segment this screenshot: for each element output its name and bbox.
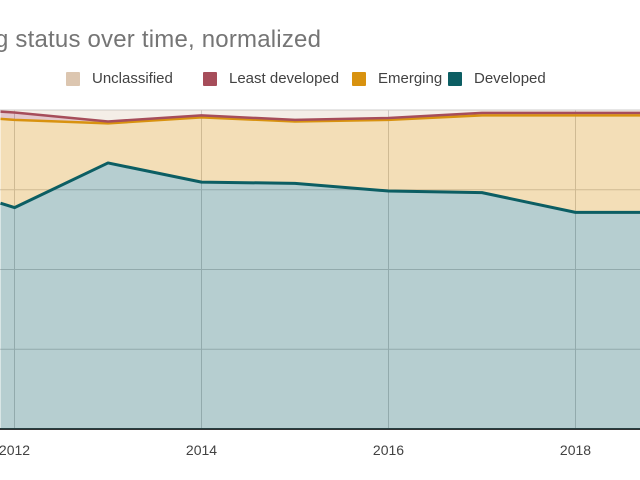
chart-title: g status over time, normalized: [0, 26, 322, 53]
legend-label: Unclassified: [92, 70, 173, 87]
legend-label: Emerging: [378, 70, 443, 87]
x-axis-label-2012: 2012: [0, 442, 30, 458]
legend-swatch-unclassified-icon: [66, 72, 80, 86]
legend-label: Least developed: [229, 70, 340, 87]
line-least-developed: [0, 110, 640, 123]
legend-item-least-developed: Least developed: [203, 71, 339, 87]
area-emerging[interactable]: [0, 115, 640, 213]
x-axis-label-2014: 2014: [186, 442, 217, 458]
chart-legend: Unclassified Least developed Emerging De…: [0, 71, 640, 87]
legend-swatch-least-developed-icon: [203, 72, 217, 86]
legend-item-developed: Developed: [448, 71, 546, 87]
legend-swatch-developed-icon: [448, 72, 462, 86]
chart-title-container: g status over time, normalized: [0, 26, 640, 62]
legend-item-unclassified: Unclassified: [66, 71, 173, 87]
line-developed: [0, 161, 640, 214]
area-developed[interactable]: [0, 162, 640, 429]
x-axis-label-2016: 2016: [373, 442, 404, 458]
legend-label: Developed: [474, 70, 546, 87]
x-axis-label-2018: 2018: [560, 442, 591, 458]
legend-item-emerging: Emerging: [352, 71, 442, 87]
line-emerging: [0, 114, 640, 125]
legend-swatch-emerging-icon: [352, 72, 366, 86]
